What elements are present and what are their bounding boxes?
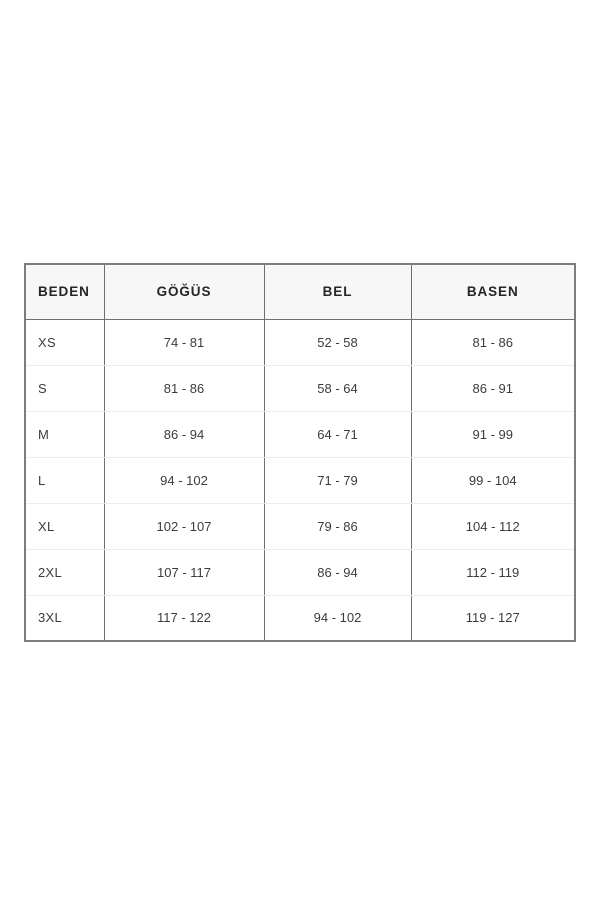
cell-chest: 107 - 117 (104, 549, 265, 596)
column-header-chest: GÖĞÜS (104, 264, 265, 320)
cell-hip: 104 - 112 (411, 503, 575, 550)
cell-chest: 74 - 81 (104, 319, 265, 366)
column-header-waist: BEL (264, 264, 412, 320)
header-row: BEDEN GÖĞÜS BEL BASEN (25, 264, 575, 320)
table-row: XS 74 - 81 52 - 58 81 - 86 (25, 319, 575, 366)
cell-hip: 81 - 86 (411, 319, 575, 366)
cell-waist: 79 - 86 (264, 503, 412, 550)
table-row: XL 102 - 107 79 - 86 104 - 112 (25, 503, 575, 550)
cell-chest: 117 - 122 (104, 595, 265, 641)
cell-hip: 112 - 119 (411, 549, 575, 596)
table-row: M 86 - 94 64 - 71 91 - 99 (25, 411, 575, 458)
cell-waist: 52 - 58 (264, 319, 412, 366)
table-row: S 81 - 86 58 - 64 86 - 91 (25, 365, 575, 412)
size-chart-header: BEDEN GÖĞÜS BEL BASEN (25, 264, 575, 320)
table-row: 3XL 117 - 122 94 - 102 119 - 127 (25, 595, 575, 641)
cell-hip: 119 - 127 (411, 595, 575, 641)
cell-chest: 94 - 102 (104, 457, 265, 504)
cell-chest: 102 - 107 (104, 503, 265, 550)
size-chart-table: BEDEN GÖĞÜS BEL BASEN XS 74 - 81 52 - 58… (24, 263, 576, 642)
cell-waist: 71 - 79 (264, 457, 412, 504)
cell-size: L (25, 457, 105, 504)
column-header-size: BEDEN (25, 264, 105, 320)
cell-size: 2XL (25, 549, 105, 596)
cell-chest: 81 - 86 (104, 365, 265, 412)
cell-waist: 58 - 64 (264, 365, 412, 412)
cell-hip: 86 - 91 (411, 365, 575, 412)
size-chart-body: XS 74 - 81 52 - 58 81 - 86 S 81 - 86 58 … (25, 319, 575, 641)
table-row: 2XL 107 - 117 86 - 94 112 - 119 (25, 549, 575, 596)
table-row: L 94 - 102 71 - 79 99 - 104 (25, 457, 575, 504)
cell-size: M (25, 411, 105, 458)
cell-hip: 99 - 104 (411, 457, 575, 504)
cell-size: XL (25, 503, 105, 550)
cell-size: XS (25, 319, 105, 366)
cell-size: S (25, 365, 105, 412)
cell-waist: 94 - 102 (264, 595, 412, 641)
cell-hip: 91 - 99 (411, 411, 575, 458)
cell-waist: 86 - 94 (264, 549, 412, 596)
cell-size: 3XL (25, 595, 105, 641)
cell-chest: 86 - 94 (104, 411, 265, 458)
cell-waist: 64 - 71 (264, 411, 412, 458)
column-header-hip: BASEN (411, 264, 575, 320)
